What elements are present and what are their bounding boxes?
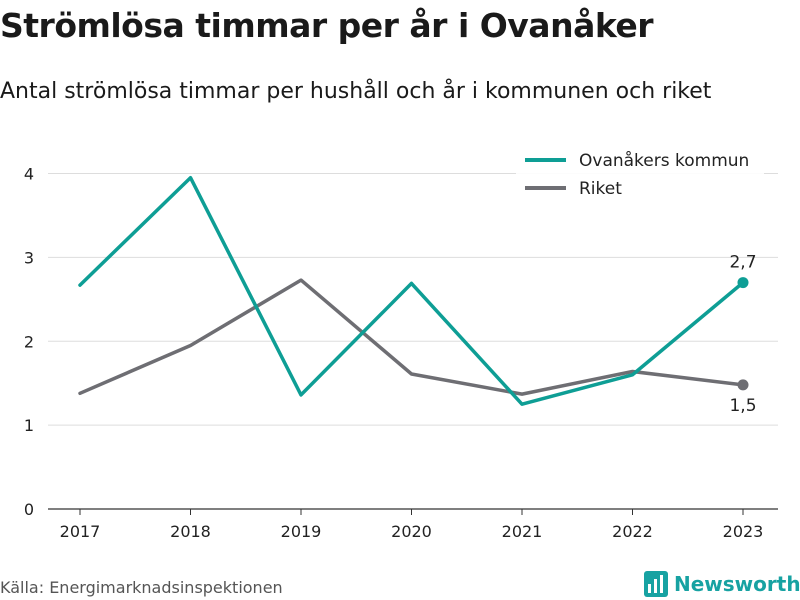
legend-background (516, 146, 764, 204)
end-value-label-kommun: 2,7 (729, 253, 756, 273)
line-chart: 0 1 2 3 4 2017 2018 2019 2020 2021 2022 2023 1,5 2,… (23, 146, 778, 541)
end-value-label-riket: 1,5 (729, 396, 756, 416)
y-tick-label: 2 (24, 332, 34, 351)
series-line-kommun (78, 175, 745, 406)
x-tick-label: 2017 (60, 522, 101, 541)
series-line-riket (78, 278, 745, 396)
source-note: Källa: Energimarknadsinspektionen (0, 578, 283, 597)
x-tick-label: 2019 (281, 522, 322, 541)
chart-subtitle: Antal strömlösa timmar per hushåll och å… (0, 79, 712, 104)
chart-title: Strömlösa timmar per år i Ovanåker (0, 6, 654, 45)
bar-chart-logo-icon (644, 571, 668, 597)
brand-logo: Newsworthy (644, 571, 800, 597)
end-point-riket (737, 379, 749, 391)
y-tick-label: 1 (24, 416, 34, 435)
legend-label-riket: Riket (579, 179, 622, 199)
x-tick-label: 2018 (170, 522, 211, 541)
x-tick-label: 2022 (612, 522, 653, 541)
y-tick-label: 3 (24, 248, 34, 267)
x-tick-label: 2021 (502, 522, 543, 541)
x-tick-label: 2023 (723, 522, 764, 541)
y-tick-label: 0 (24, 500, 34, 519)
legend: Ovanåkers kommun Riket (516, 146, 764, 204)
x-tick-label: 2020 (391, 522, 432, 541)
brand-name: Newsworthy (674, 572, 800, 596)
legend-label-kommun: Ovanåkers kommun (579, 150, 749, 171)
y-tick-label: 4 (24, 165, 34, 184)
end-point-kommun (737, 277, 749, 289)
